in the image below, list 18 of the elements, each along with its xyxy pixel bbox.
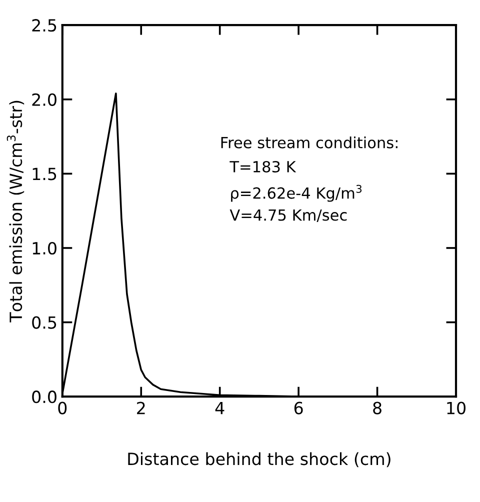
y-tick-label: 0.5 (32, 316, 56, 329)
annotation: V=4.75 Km/sec (230, 209, 347, 222)
x-tick-label: 8 (373, 402, 382, 414)
x-tick-label: 2 (137, 402, 145, 414)
x-tick-label: 10 (447, 402, 466, 414)
y-axis-title: Total emission (W/cm$^{3}$-str) (6, 100, 24, 322)
x-tick-label: 0 (58, 402, 67, 414)
x-tick-label: 4 (215, 402, 224, 414)
y-tick-label: 2.5 (32, 19, 56, 32)
y-tick-label: 0.0 (32, 390, 56, 404)
annotation: T=183 K (230, 160, 296, 173)
annotation: ρ=2.62e-4 Kg/m$^{3}$ (231, 184, 362, 202)
y-tick-label: 1.0 (32, 242, 56, 255)
x-axis-title: Distance behind the shock (cm) (128, 452, 390, 468)
y-tick-label: 1.5 (32, 168, 56, 180)
y-tick-label: 2.0 (32, 93, 56, 106)
x-tick-label: 6 (294, 402, 303, 414)
annotation: Free stream conditions: (221, 136, 398, 148)
